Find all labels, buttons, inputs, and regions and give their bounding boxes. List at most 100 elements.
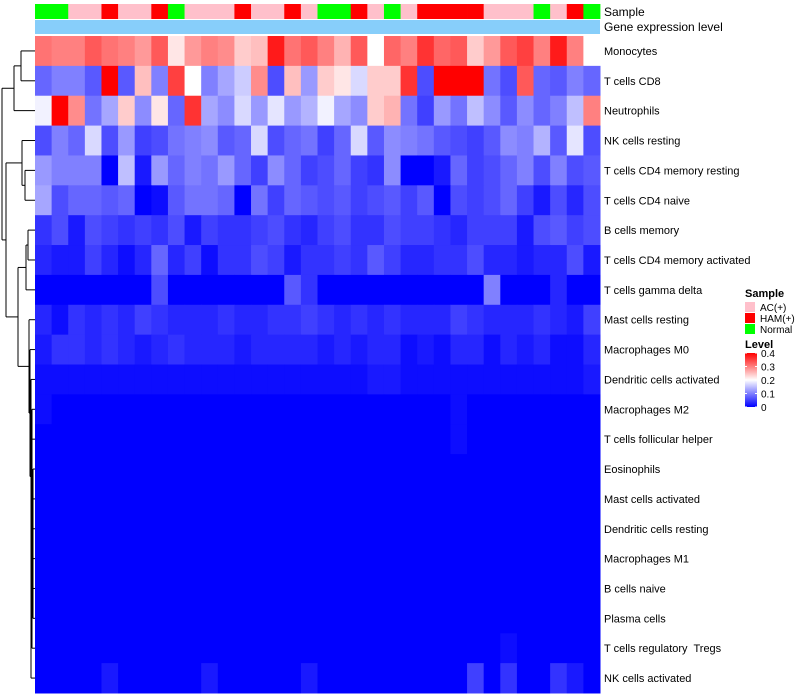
heatmap-cell — [251, 573, 269, 604]
heatmap-cell — [68, 334, 86, 365]
legend-entry-label: Normal — [760, 325, 792, 336]
sample-cell — [201, 4, 219, 19]
heatmap-cell — [317, 364, 335, 395]
heatmap-cell — [267, 663, 285, 694]
heatmap-cell — [450, 334, 468, 365]
heatmap-cell — [483, 633, 501, 664]
heatmap-cell — [184, 215, 202, 246]
heatmap-cell — [334, 633, 352, 664]
heatmap-cell — [267, 603, 285, 634]
heatmap-cell — [68, 513, 86, 545]
heatmap-cell — [550, 633, 568, 664]
legend-tick-label: 0 — [761, 403, 767, 414]
heatmap-cell — [400, 633, 418, 664]
heatmap-cell — [217, 215, 235, 246]
row-label: Macrophages M1 — [604, 554, 689, 566]
heatmap-cell — [101, 633, 119, 664]
heatmap-cell — [467, 95, 485, 127]
heatmap-cell — [134, 304, 152, 336]
heatmap-cell — [450, 245, 468, 276]
heatmap-cell — [367, 633, 385, 664]
heatmap-cell — [400, 125, 418, 156]
heatmap-cell — [516, 155, 535, 186]
heatmap-cell — [367, 155, 385, 186]
heatmap-cell — [300, 424, 318, 455]
heatmap-cell — [267, 483, 285, 515]
heatmap-cell — [35, 36, 53, 67]
heatmap-cell — [400, 394, 418, 425]
heatmap-cell — [516, 633, 535, 664]
heatmap-cell — [317, 483, 335, 515]
heatmap-cell — [151, 245, 169, 276]
legend-tick-label: 0.3 — [761, 363, 775, 374]
heatmap-cell — [51, 36, 69, 67]
heatmap-cell — [500, 573, 518, 604]
heatmap-cell — [284, 603, 302, 634]
heatmap-cell — [334, 454, 352, 485]
row-label: T cells CD4 memory resting — [604, 165, 740, 177]
heatmap-cell — [201, 633, 219, 664]
heatmap-cell — [417, 125, 435, 156]
sample-annotation-label: Sample — [604, 5, 645, 19]
heatmap-cell — [284, 125, 302, 156]
heatmap-cell — [118, 334, 136, 365]
heatmap-cell — [583, 424, 601, 455]
sample-cell — [566, 4, 584, 19]
heatmap-cell — [267, 454, 285, 485]
heatmap-cell — [467, 185, 485, 216]
heatmap-cell — [300, 274, 318, 306]
heatmap-cell — [234, 513, 252, 545]
heatmap-cell — [201, 394, 219, 425]
heatmap-cell — [533, 394, 551, 425]
heatmap-cell — [201, 603, 219, 634]
sample-cell — [68, 4, 86, 19]
heatmap-cell — [533, 454, 551, 485]
heatmap-cell — [201, 454, 219, 485]
heatmap-cell — [101, 394, 119, 425]
heatmap-cell — [583, 125, 601, 156]
heatmap-cell — [217, 364, 235, 395]
heatmap-cell — [217, 603, 235, 634]
heatmap-cell — [383, 36, 402, 67]
heatmap-cell — [350, 95, 368, 127]
heatmap-cell — [383, 274, 402, 306]
heatmap-cell — [201, 125, 219, 156]
heatmap-cell — [51, 95, 69, 127]
heatmap-cell — [350, 304, 368, 336]
heatmap-cell — [566, 36, 584, 67]
heatmap-cell — [317, 454, 335, 485]
heatmap-cell — [84, 573, 102, 604]
heatmap-cell — [267, 424, 285, 455]
heatmap-cell — [583, 543, 601, 575]
heatmap-cell — [35, 245, 53, 276]
heatmap-cell — [201, 663, 219, 694]
heatmap-cell — [35, 394, 53, 425]
heatmap-cell — [516, 125, 535, 156]
heatmap-cell — [583, 36, 601, 67]
heatmap-cell — [167, 95, 186, 127]
heatmap-cell — [566, 663, 584, 694]
row-label: NK cells resting — [604, 136, 680, 148]
heatmap-cell — [566, 513, 584, 545]
heatmap-cell — [51, 304, 69, 336]
heatmap-cell — [84, 663, 102, 694]
heatmap-cell — [334, 573, 352, 604]
heatmap-cell — [417, 185, 435, 216]
heatmap-cell — [550, 364, 568, 395]
heatmap-cell — [217, 274, 235, 306]
heatmap-cell — [251, 155, 269, 186]
heatmap-cell — [383, 95, 402, 127]
heatmap-cell — [284, 483, 302, 515]
heatmap-cell — [500, 185, 518, 216]
heatmap-cell — [217, 633, 235, 664]
heatmap-cell — [267, 543, 285, 575]
heatmap-cell — [134, 364, 152, 395]
heatmap-cell — [251, 304, 269, 336]
heatmap-cell — [184, 334, 202, 365]
heatmap-cell — [234, 304, 252, 336]
heatmap-cell — [300, 394, 318, 425]
heatmap-cell — [284, 185, 302, 216]
heatmap-cell — [134, 394, 152, 425]
heatmap-cell — [101, 95, 119, 127]
heatmap-cell — [35, 633, 53, 664]
